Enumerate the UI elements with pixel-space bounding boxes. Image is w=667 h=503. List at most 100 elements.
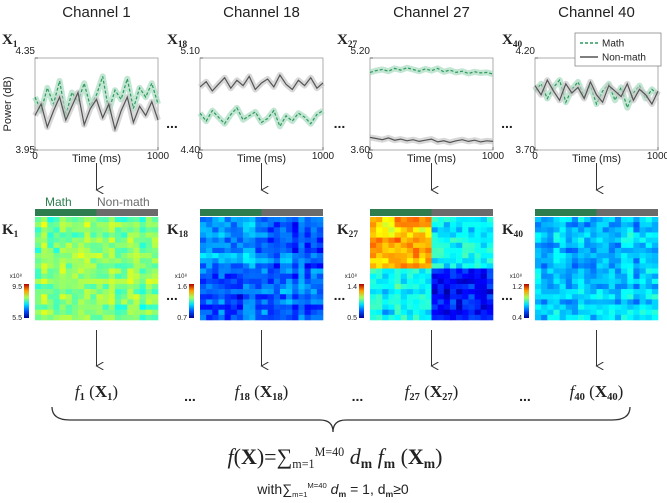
heatmap-cell bbox=[449, 299, 457, 305]
text-part: f bbox=[372, 444, 387, 469]
heatmap-cell bbox=[65, 278, 73, 285]
heatmap-cell bbox=[59, 299, 67, 305]
heatmap-cell bbox=[96, 222, 103, 228]
heatmap-cell bbox=[633, 253, 640, 259]
heatmap-cell bbox=[292, 283, 299, 290]
heatmap-cell bbox=[78, 253, 85, 259]
header-math-label: Math bbox=[45, 195, 72, 209]
heatmap-cell bbox=[443, 247, 451, 254]
heatmap-cell bbox=[53, 247, 60, 254]
heatmap-cell bbox=[627, 268, 634, 274]
heatmap-cell bbox=[133, 242, 140, 249]
heatmap-cell bbox=[206, 258, 213, 264]
heatmap-cell bbox=[218, 247, 225, 254]
heatmap-cell bbox=[114, 222, 122, 228]
heatmap-cell bbox=[608, 263, 616, 269]
heatmap-cell bbox=[645, 299, 653, 305]
heatmap-cell bbox=[133, 253, 140, 259]
heatmap-cell bbox=[212, 253, 219, 259]
heatmap-cell bbox=[261, 268, 268, 274]
text-part: f bbox=[75, 382, 82, 401]
heatmap-cell bbox=[35, 309, 42, 316]
heatmap-cell bbox=[261, 217, 268, 223]
heatmap-cell bbox=[236, 314, 244, 321]
heatmap-cell bbox=[102, 273, 110, 280]
heatmap-cell bbox=[114, 258, 122, 264]
heatmap-cell bbox=[382, 247, 389, 254]
heatmap-cell bbox=[249, 237, 256, 244]
text-part: M=40 bbox=[315, 445, 345, 459]
heatmap-cell bbox=[621, 273, 628, 280]
heatmap-cell bbox=[59, 273, 67, 280]
heatmap-cell bbox=[151, 299, 159, 305]
heatmap-cell bbox=[292, 247, 299, 254]
heatmap-cell bbox=[90, 263, 97, 269]
legend-label: Non-math bbox=[602, 53, 646, 64]
heatmap-cell bbox=[400, 222, 408, 228]
heatmap-cell bbox=[47, 299, 54, 305]
heatmap-cell bbox=[480, 263, 488, 269]
heatmap-cell bbox=[553, 217, 560, 223]
heatmap-cell bbox=[261, 273, 268, 280]
heatmap-cell bbox=[114, 237, 122, 244]
heatmap-cell bbox=[486, 294, 494, 300]
x-axis-label: Time (ms) bbox=[572, 153, 621, 165]
heatmap-cell bbox=[286, 247, 293, 254]
heatmap-cell bbox=[590, 304, 597, 310]
heatmap-cell bbox=[431, 314, 438, 321]
text-part: K bbox=[502, 222, 514, 238]
heatmap-cell bbox=[608, 242, 616, 249]
heatmap-cell bbox=[400, 278, 408, 285]
ellipsis: ... bbox=[166, 287, 178, 303]
heatmap-cell bbox=[71, 253, 79, 259]
heatmap-cell bbox=[133, 278, 140, 285]
function-label: f18 (X18) bbox=[235, 382, 289, 403]
heatmap-cell bbox=[608, 278, 616, 285]
heatmap-cell bbox=[480, 289, 488, 295]
heatmap-cell bbox=[230, 299, 238, 305]
text-part: 1 bbox=[14, 230, 19, 240]
heatmap-cell bbox=[425, 289, 432, 295]
heatmap-cell bbox=[651, 258, 659, 264]
heatmap-cell bbox=[602, 278, 610, 285]
heatmap-cell bbox=[114, 278, 122, 285]
text-part: m bbox=[338, 489, 346, 499]
heatmap-cell bbox=[596, 294, 603, 300]
heatmap-cell bbox=[224, 232, 232, 238]
text-part: with bbox=[256, 481, 282, 497]
heatmap-cell bbox=[212, 273, 219, 280]
heatmap-cell bbox=[41, 258, 48, 264]
heatmap-cell bbox=[200, 227, 207, 233]
heatmap-cell bbox=[578, 278, 585, 285]
heatmap-cell bbox=[108, 258, 116, 264]
text-part: ) bbox=[618, 382, 624, 401]
text-part: ≥0 bbox=[393, 481, 409, 497]
heatmap-cell bbox=[639, 278, 646, 285]
text-part: X bbox=[337, 32, 348, 48]
signal-line bbox=[199, 106, 324, 128]
heatmap-cell bbox=[298, 263, 305, 269]
heatmap-cell bbox=[474, 283, 481, 290]
heatmap-cell bbox=[121, 237, 128, 244]
text-part: 40 bbox=[607, 392, 618, 403]
heatmap-cell bbox=[236, 227, 244, 233]
heatmap-cell bbox=[602, 314, 610, 321]
heatmap-cell bbox=[449, 278, 457, 285]
heatmap-cell bbox=[388, 247, 395, 254]
y-tick-label: 4.20 bbox=[516, 46, 536, 57]
heatmap-cell bbox=[394, 278, 402, 285]
heatmap-cell bbox=[400, 268, 408, 274]
heatmap-cell bbox=[406, 299, 414, 305]
heatmap-cell bbox=[425, 227, 432, 233]
heatmap-cell bbox=[645, 217, 653, 223]
heatmap-cell bbox=[596, 232, 603, 238]
heatmap-cell bbox=[406, 294, 414, 300]
heatmap-cell bbox=[121, 283, 128, 290]
heatmap-cell bbox=[84, 237, 91, 244]
heatmap-cell bbox=[571, 263, 579, 269]
heatmap-cell bbox=[480, 304, 488, 310]
heatmap-cell bbox=[65, 237, 73, 244]
heatmap-cell bbox=[406, 263, 414, 269]
heatmap-cell bbox=[590, 232, 597, 238]
heatmap-cell bbox=[133, 273, 140, 280]
